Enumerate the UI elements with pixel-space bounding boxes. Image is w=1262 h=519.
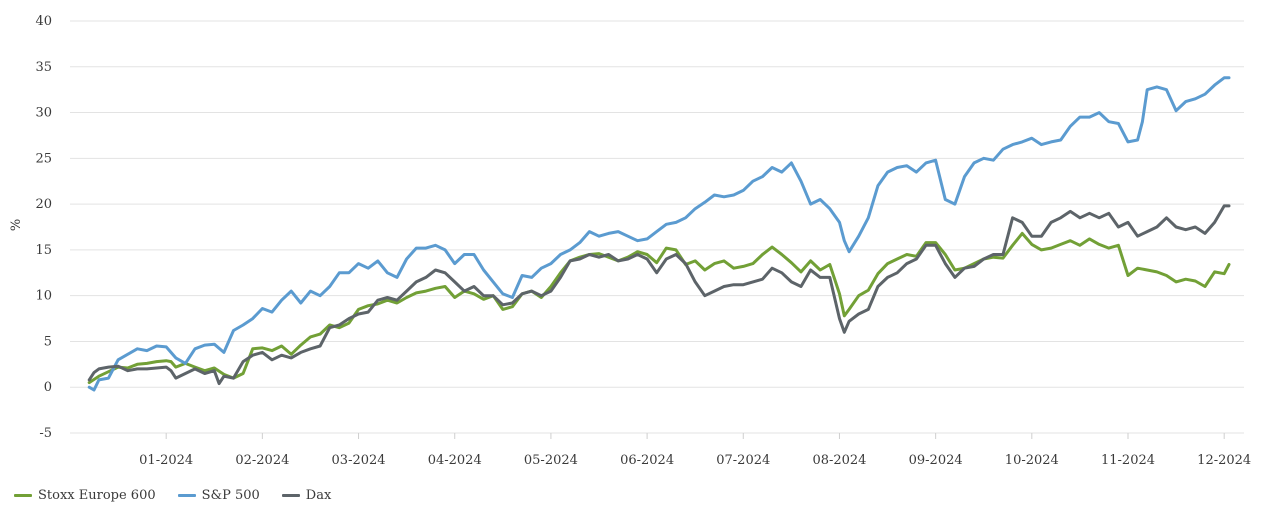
legend-label: Stoxx Europe 600: [38, 488, 156, 503]
x-axis-ticks: 01-2024 02-2024 03-2024 04-2024 05-2024 06-20…: [139, 433, 1251, 468]
legend-item[interactable]: S&P 500: [177, 488, 260, 503]
x-tick-label: 04-2024: [428, 453, 482, 468]
y-tick-label: 30: [35, 106, 52, 121]
series-line-1: [87, 76, 1231, 392]
y-tick-label: 15: [35, 243, 52, 258]
legend-item[interactable]: Stoxx Europe 600: [14, 488, 156, 503]
y-tick-label: 40: [35, 14, 52, 29]
x-tick-label: 08-2024: [812, 453, 866, 468]
y-axis-ticks: -5 0 5 10 15 20 25 30 35 40: [35, 14, 52, 441]
legend-swatch: [14, 494, 32, 497]
legend-label: S&P 500: [201, 488, 260, 503]
x-tick-label: 01-2024: [139, 453, 193, 468]
gridlines: [70, 20, 1244, 434]
y-tick-label: 25: [35, 151, 52, 166]
y-axis-title: %: [9, 219, 24, 231]
x-tick-label: 12-2024: [1197, 453, 1251, 468]
x-tick-label: 11-2024: [1101, 453, 1155, 468]
y-tick-label: 20: [35, 197, 52, 212]
y-tick-label: -5: [39, 426, 52, 441]
legend: Stoxx Europe 600 S&P 500 Dax: [14, 488, 331, 503]
x-tick-label: 06-2024: [620, 453, 674, 468]
y-tick-label: 10: [35, 289, 52, 304]
y-tick-label: 5: [44, 334, 52, 349]
legend-item[interactable]: Dax: [281, 488, 332, 503]
series-line-2: [87, 204, 1231, 386]
x-tick-label: 05-2024: [524, 453, 578, 468]
x-tick-label: 09-2024: [909, 453, 963, 468]
legend-swatch: [281, 494, 300, 497]
series-lines: [87, 76, 1231, 392]
x-tick-label: 02-2024: [235, 453, 289, 468]
x-tick-label: 03-2024: [332, 453, 386, 468]
x-tick-label: 07-2024: [716, 453, 770, 468]
series-line-0: [87, 231, 1231, 385]
y-tick-label: 35: [35, 60, 52, 75]
legend-label: Dax: [305, 488, 332, 503]
y-tick-label: 0: [44, 380, 52, 395]
x-tick-label: 10-2024: [1005, 453, 1059, 468]
legend-swatch: [177, 494, 196, 497]
